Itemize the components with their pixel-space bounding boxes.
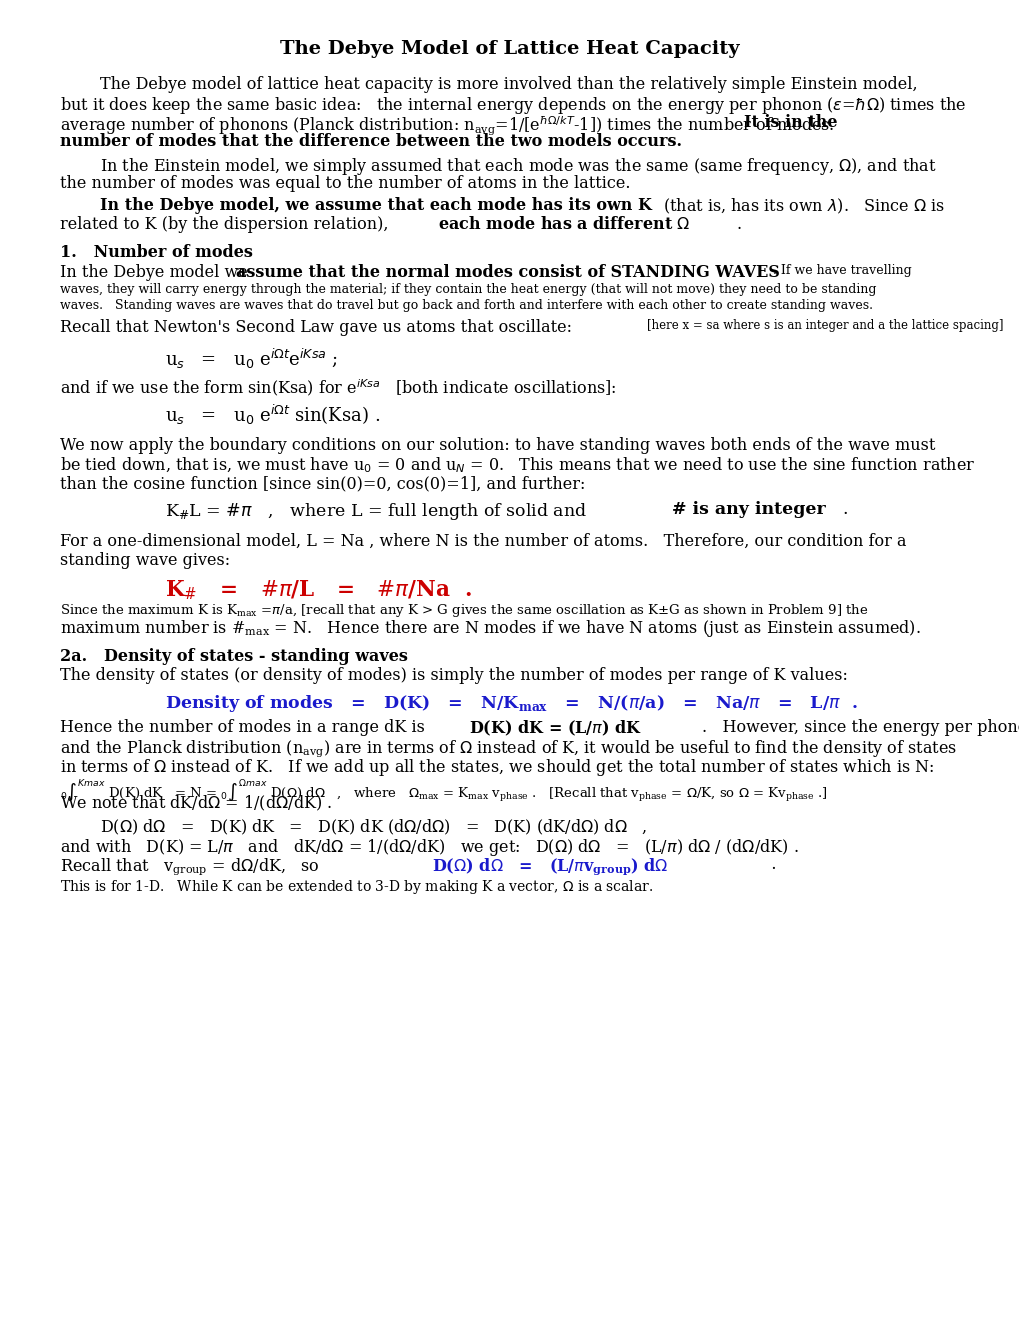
- Text: The Debye model of lattice heat capacity is more involved than the relatively si: The Debye model of lattice heat capacity…: [100, 77, 917, 92]
- Text: Since the maximum K is K$_{\mathregular{max}}$ =$\pi$/a, [recall that any K > G : Since the maximum K is K$_{\mathregular{…: [60, 602, 867, 619]
- Text: It is in the: It is in the: [743, 114, 837, 131]
- Text: Recall that   v$_{\mathregular{group}}$ = d$\Omega$/dK,   so: Recall that v$_{\mathregular{group}}$ = …: [60, 855, 330, 876]
- Text: D($\Omega$) d$\Omega$   =   (L/$\pi$v$_{\mathregular{group}}$) d$\Omega$: D($\Omega$) d$\Omega$ = (L/$\pi$v$_{\mat…: [432, 855, 667, 876]
- Text: The density of states (or density of modes) is simply the number of modes per ra: The density of states (or density of mod…: [60, 667, 847, 684]
- Text: This is for 1-D.   While K can be extended to 3-D by making K a vector, $\Omega$: This is for 1-D. While K can be extended…: [60, 878, 652, 896]
- Text: (that is, has its own $\lambda$).   Since $\Omega$ is: (that is, has its own $\lambda$). Since …: [657, 197, 945, 216]
- Text: .: .: [841, 502, 847, 517]
- Text: assume that the normal modes consist of STANDING WAVES: assume that the normal modes consist of …: [235, 264, 780, 281]
- Text: K$_\#$   =   $\#\pi$/L   =   $\#\pi$/Na  .: K$_\#$ = $\#\pi$/L = $\#\pi$/Na .: [165, 578, 472, 602]
- Text: Recall that Newton's Second Law gave us atoms that oscillate:: Recall that Newton's Second Law gave us …: [60, 319, 577, 337]
- Text: and the Planck distribution (n$_{\mathregular{avg}}$) are in terms of $\Omega$ i: and the Planck distribution (n$_{\mathre…: [60, 738, 956, 759]
- Text: the number of modes was equal to the number of atoms in the lattice.: the number of modes was equal to the num…: [60, 176, 630, 191]
- Text: [here x = sa where s is an integer and a the lattice spacing]: [here x = sa where s is an integer and a…: [646, 319, 1003, 333]
- Text: u$_s$   =   u$_0$ e$^{i\Omega t}$ sin(Ksa) .: u$_s$ = u$_0$ e$^{i\Omega t}$ sin(Ksa) .: [165, 403, 380, 428]
- Text: average number of phonons (Planck distribution: n$_{\mathregular{avg}}$=1/[e$^{\: average number of phonons (Planck distri…: [60, 114, 846, 136]
- Text: D(K) dK = (L/$\pi$) dK: D(K) dK = (L/$\pi$) dK: [469, 719, 642, 738]
- Text: maximum number is #$_{\mathregular{max}}$ = N.   Hence there are N modes if we h: maximum number is #$_{\mathregular{max}}…: [60, 618, 920, 639]
- Text: waves, they will carry energy through the material; if they contain the heat ene: waves, they will carry energy through th…: [60, 282, 875, 296]
- Text: We note that dK/d$\Omega$ = 1/(d$\Omega$/dK) .: We note that dK/d$\Omega$ = 1/(d$\Omega$…: [60, 795, 332, 813]
- Text: In the Debye model we: In the Debye model we: [60, 264, 253, 281]
- Text: In the Einstein model, we simply assumed that each mode was the same (same frequ: In the Einstein model, we simply assumed…: [100, 156, 935, 177]
- Text: and if we use the form sin(Ksa) for e$^{iKsa}$   [both indicate oscillations]:: and if we use the form sin(Ksa) for e$^{…: [60, 378, 616, 397]
- Text: .: .: [755, 855, 775, 873]
- Text: 2a.   Density of states - standing waves: 2a. Density of states - standing waves: [60, 648, 408, 665]
- Text: be tied down, that is, we must have u$_0$ = 0 and u$_N$ = 0.   This means that w: be tied down, that is, we must have u$_0…: [60, 455, 974, 475]
- Text: In the Debye model, we assume that each mode has its own K: In the Debye model, we assume that each …: [100, 197, 651, 214]
- Text: u$_s$   =   u$_0$ e$^{i\Omega t}$e$^{iKsa}$ ;: u$_s$ = u$_0$ e$^{i\Omega t}$e$^{iKsa}$ …: [165, 347, 337, 371]
- Text: 1.   Number of modes: 1. Number of modes: [60, 244, 253, 261]
- Text: Hence the number of modes in a range dK is: Hence the number of modes in a range dK …: [60, 719, 440, 737]
- Text: in terms of $\Omega$ instead of K.   If we add up all the states, we should get : in terms of $\Omega$ instead of K. If we…: [60, 756, 933, 777]
- Text: We now apply the boundary conditions on our solution: to have standing waves bot: We now apply the boundary conditions on …: [60, 437, 934, 454]
- Text: # is any integer: # is any integer: [672, 502, 825, 517]
- Text: .   However, since the energy per phonon: . However, since the energy per phonon: [701, 719, 1019, 737]
- Text: standing wave gives:: standing wave gives:: [60, 552, 230, 569]
- Text: $_0\int^{Kmax}$ D(K) dK   = N = $_0\int^{\Omega max}$ D($\Omega$) d$\Omega$   , : $_0\int^{Kmax}$ D(K) dK = N = $_0\int^{\…: [60, 777, 826, 804]
- Text: . If we have travelling: . If we have travelling: [772, 264, 911, 277]
- Text: related to K (by the dispersion relation),: related to K (by the dispersion relation…: [60, 216, 393, 234]
- Text: waves.   Standing waves are waves that do travel but go back and forth and inter: waves. Standing waves are waves that do …: [60, 300, 872, 312]
- Text: number of modes that the difference between the two models occurs.: number of modes that the difference betw…: [60, 133, 682, 150]
- Text: and with   D(K) = L/$\pi$   and   dK/d$\Omega$ = 1/(d$\Omega$/dK)   we get:   D(: and with D(K) = L/$\pi$ and dK/d$\Omega$…: [60, 837, 798, 858]
- Text: For a one-dimensional model, L = Na , where N is the number of atoms.   Therefor: For a one-dimensional model, L = Na , wh…: [60, 533, 906, 550]
- Text: .: .: [736, 216, 741, 234]
- Text: K$_\#$L = $\#\pi$   ,   where L = full length of solid and: K$_\#$L = $\#\pi$ , where L = full lengt…: [165, 502, 587, 521]
- Text: D($\Omega$) d$\Omega$   =   D(K) dK   =   D(K) dK (d$\Omega$/d$\Omega$)   =   D(: D($\Omega$) d$\Omega$ = D(K) dK = D(K) d…: [100, 818, 646, 837]
- Text: The Debye Model of Lattice Heat Capacity: The Debye Model of Lattice Heat Capacity: [280, 40, 739, 58]
- Text: than the cosine function [since sin(0)=0, cos(0)=1], and further:: than the cosine function [since sin(0)=0…: [60, 475, 585, 492]
- Text: Density of modes   =   D(K)   =   N/K$_{\mathregular{max}}$   =   N/($\pi$/a)   : Density of modes = D(K) = N/K$_{\mathreg…: [165, 693, 857, 714]
- Text: each mode has a different $\Omega$: each mode has a different $\Omega$: [437, 216, 690, 234]
- Text: but it does keep the same basic idea:   the internal energy depends on the energ: but it does keep the same basic idea: th…: [60, 95, 965, 116]
